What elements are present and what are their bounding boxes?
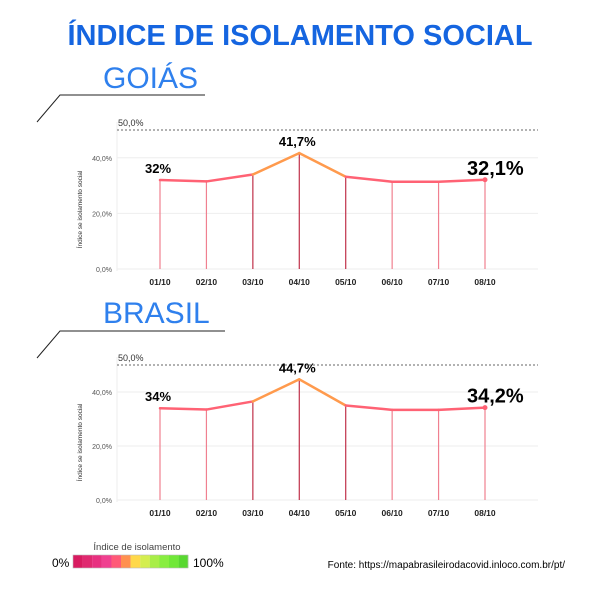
last-point-marker [482,177,488,183]
chart-title: GOIÁS [103,62,198,95]
legend-swatch [169,555,179,568]
legend-swatch [149,555,160,568]
y-tick-label: 40,0% [92,156,112,163]
y-tick-label: 40,0% [92,390,112,397]
x-tick-label: 08/10 [474,277,496,287]
chart-brasil: BRASIL 0,0% 20,0% 40,0% 50,0% Índice se isola… [36,297,538,518]
title-underline [36,94,205,123]
line-segment [205,400,255,411]
data-label: 34,2% [467,386,524,408]
data-label: 34% [145,389,171,404]
line-segment [251,151,301,176]
line-segment [298,151,347,178]
x-tick-label: 08/10 [474,508,496,518]
y-axis-label: Índice se isolamento social [75,403,84,481]
legend-swatch [140,555,150,568]
legend-swatch [121,555,131,568]
line-segment [344,175,394,183]
legend-max-label: 100% [193,556,224,570]
legend-swatch [111,555,122,568]
x-tick-label: 02/10 [196,508,218,518]
reference-line-label: 50,0% [118,353,144,363]
last-point-marker [482,405,488,411]
x-tick-label: 06/10 [382,508,404,518]
color-legend: Índice de isolamento 0% 100% [52,542,224,570]
line-segment [344,404,394,412]
x-tick-label: 05/10 [335,277,357,287]
y-tick-label: 20,0% [92,444,112,451]
legend-swatch [130,555,141,568]
data-label: 44,7% [279,360,316,375]
y-axis-label: Índice se isolamento social [75,170,84,248]
legend-swatch [101,555,112,568]
line-segment [251,378,301,403]
x-tick-label: 03/10 [242,277,264,287]
main-title: ÍNDICE DE ISOLAMENTO SOCIAL [67,18,532,52]
line-segment [298,378,347,407]
chart-goiás: GOIÁS 0,0% 20,0% 40,0% 50,0% Índice se isolam… [36,62,538,287]
line-segment [205,173,255,183]
reference-line-label: 50,0% [118,118,144,128]
x-tick-label: 05/10 [335,508,357,518]
data-label: 41,7% [279,134,316,149]
legend-border [72,554,189,569]
legend-min-label: 0% [52,556,70,570]
x-tick-label: 07/10 [428,508,450,518]
legend-swatch [92,555,102,568]
x-tick-label: 01/10 [149,277,171,287]
legend-swatch [82,555,93,568]
y-tick-label: 0,0% [96,267,112,274]
x-tick-label: 03/10 [242,508,264,518]
source-text: Fonte: https://mapabrasileirodacovid.inl… [328,560,566,571]
x-tick-label: 02/10 [196,277,218,287]
chart-title: BRASIL [103,297,210,330]
x-tick-label: 07/10 [428,277,450,287]
legend-swatch [159,555,170,568]
legend-title: Índice de isolamento [93,542,180,553]
line-segment [158,178,208,183]
x-tick-label: 04/10 [289,277,311,287]
data-label: 32% [145,161,171,176]
line-segment [158,406,208,411]
line-segment [437,406,487,412]
x-tick-label: 06/10 [382,277,404,287]
legend-swatch [178,555,189,568]
title-underline [36,330,225,359]
y-tick-label: 0,0% [96,498,112,505]
line-segment [437,178,487,183]
x-tick-label: 01/10 [149,508,171,518]
legend-swatch [73,555,83,568]
y-tick-label: 20,0% [92,211,112,218]
x-tick-label: 04/10 [289,508,311,518]
data-label: 32,1% [467,158,524,180]
